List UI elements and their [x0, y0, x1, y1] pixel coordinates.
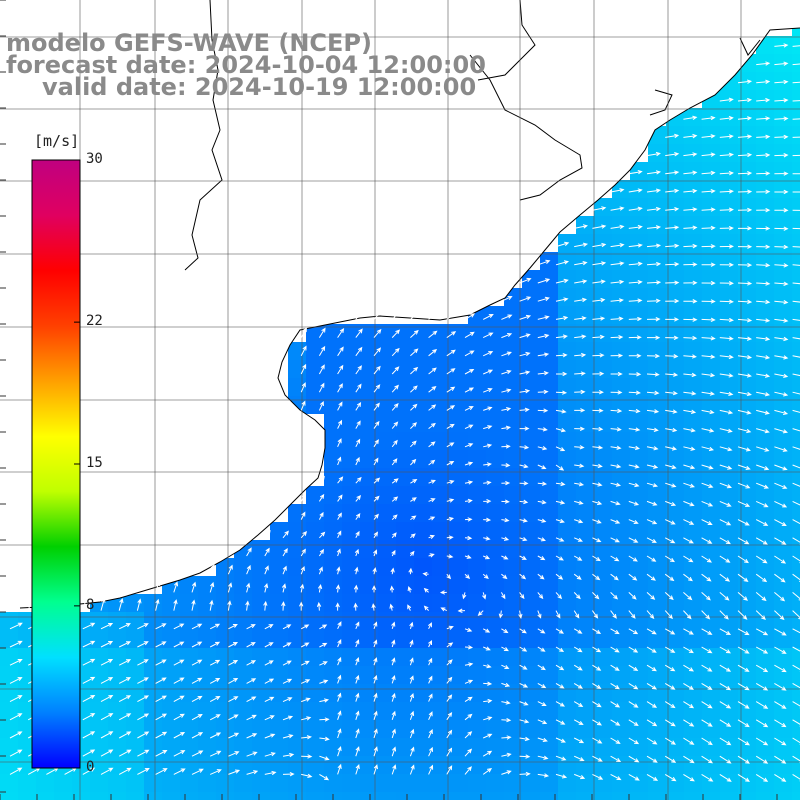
colorbar-unit: [m/s]: [34, 132, 80, 150]
colorbar-tick-label: 15: [86, 455, 103, 471]
colorbar: [31, 159, 81, 769]
colorbar-tick-label: 8: [86, 596, 95, 613]
colorbar-tick-label: 0: [86, 759, 95, 775]
wind-arrows: [9, 43, 800, 782]
title-model: modelo GEFS-WAVE (NCEP): [6, 29, 372, 57]
colorbar-tick-label: 30: [86, 151, 103, 167]
land-mask: [19, 0, 800, 609]
title-forecast-date: forecast date: 2024-10-04 12:00:00: [6, 51, 486, 79]
colorbar-tick-label: 22: [86, 313, 103, 330]
title-valid-date: valid date: 2024-10-19 12:00:00: [42, 73, 477, 101]
